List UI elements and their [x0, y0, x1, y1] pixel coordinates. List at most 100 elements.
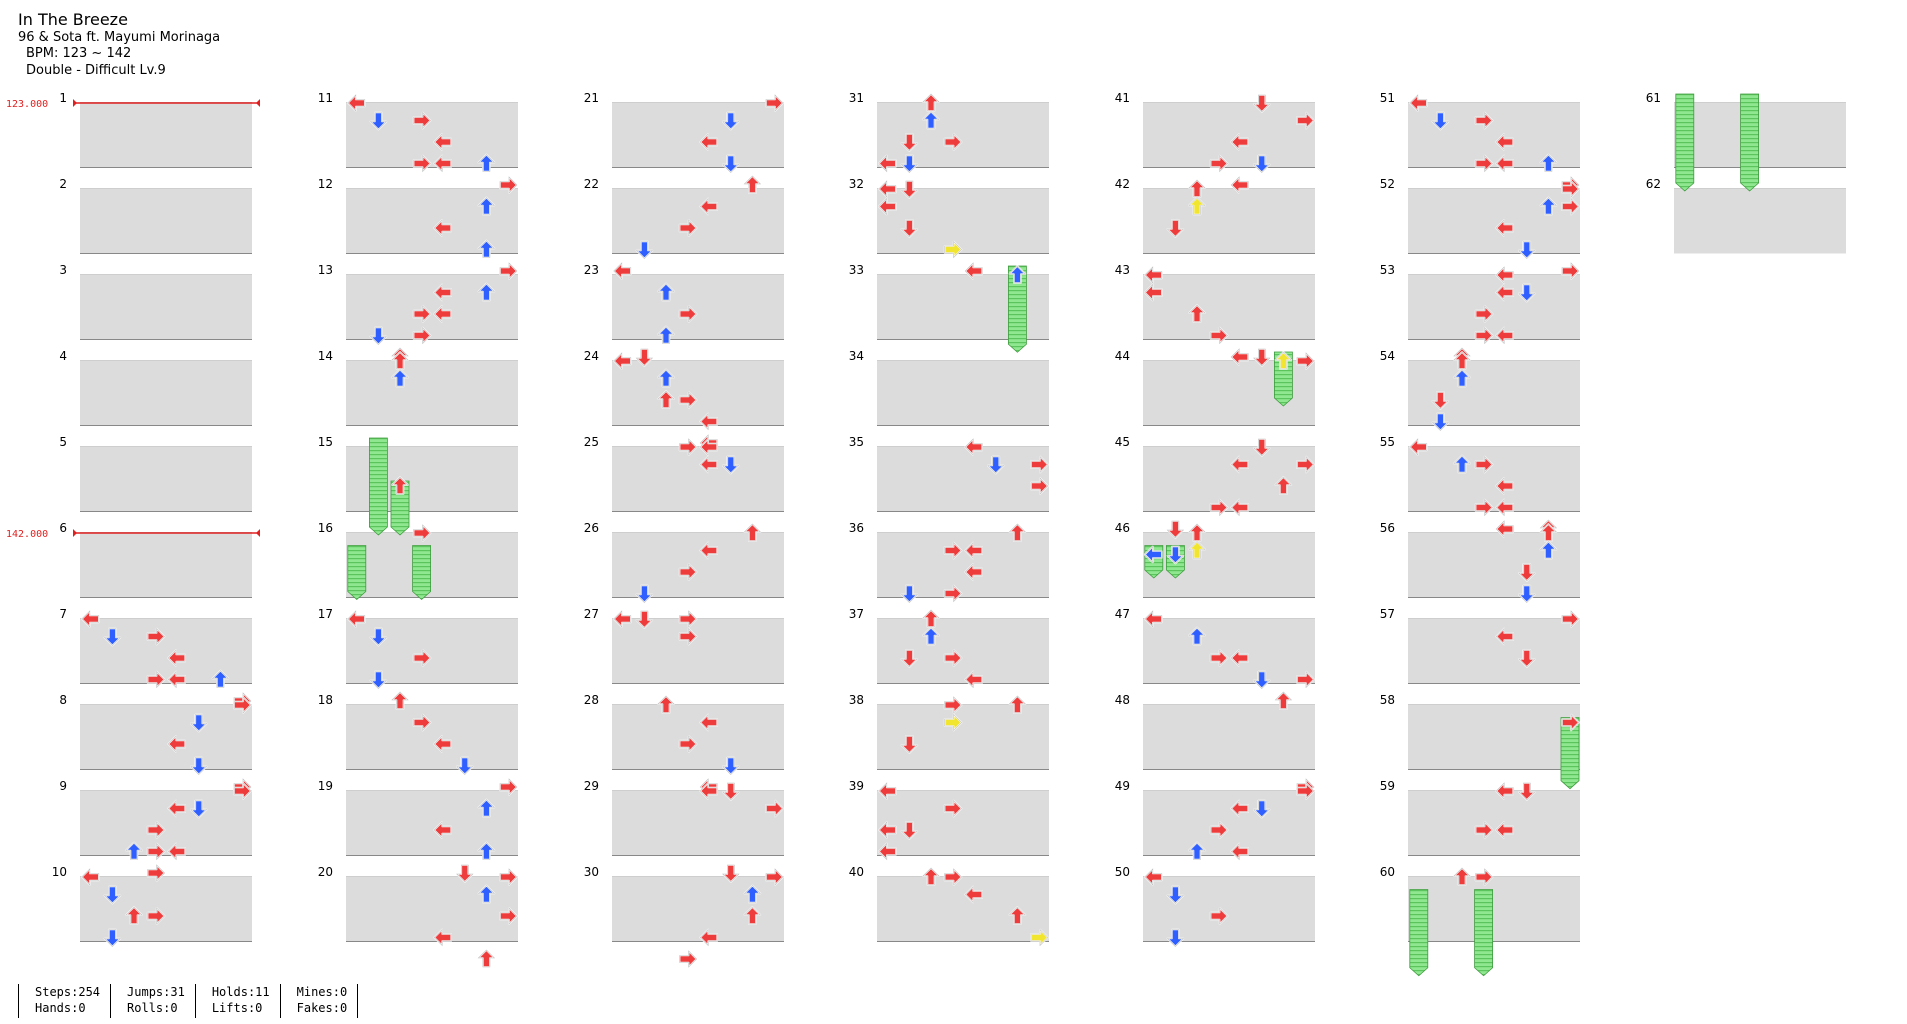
arrow-outline: [1453, 369, 1471, 387]
arrow-outline: [1495, 326, 1514, 345]
beat-band: [612, 124, 784, 146]
measure-number: 25: [584, 435, 599, 449]
arrow-body: [412, 713, 432, 732]
arrow-body: [146, 842, 166, 861]
beat-band: [1408, 575, 1580, 598]
arrow-outline: [944, 133, 963, 151]
beat-band: [1143, 317, 1315, 340]
arrow-body: [1144, 283, 1163, 302]
arrow-outline: [1030, 455, 1049, 474]
right-arrow-icon: [765, 94, 784, 112]
stat-group: Mines:0 Fakes:0: [279, 984, 359, 1018]
right-arrow-icon: [1296, 455, 1315, 474]
up-arrow-icon: [743, 175, 762, 194]
measure-number: 40: [849, 865, 864, 879]
beat-band: [877, 919, 1049, 942]
arrow-body: [346, 610, 366, 628]
arrow-body: [943, 541, 963, 560]
beat-band: [346, 661, 518, 684]
left-arrow-icon: [1495, 154, 1514, 173]
arrow-outline: [1253, 348, 1271, 367]
arrow-outline: [944, 696, 963, 714]
beat-band: [80, 919, 252, 942]
beat-band: [1143, 231, 1315, 254]
arrow-body: [167, 649, 186, 667]
arrow-outline: [167, 735, 186, 753]
right-arrow-icon: [1030, 477, 1049, 495]
beat-band: [346, 876, 518, 899]
down-arrow-icon: [900, 180, 919, 199]
arrow-body: [943, 696, 963, 714]
beat-band: [1408, 489, 1580, 512]
measure-number: 42: [1115, 177, 1130, 191]
arrow-outline: [413, 111, 432, 130]
arrow-outline: [1431, 391, 1450, 410]
up-arrow-icon: [391, 691, 409, 710]
arrow-outline: [1495, 627, 1514, 646]
arrow-body: [721, 756, 740, 776]
arrow-body: [1166, 885, 1185, 905]
beat-band: [346, 210, 518, 232]
beat-band: [1143, 296, 1315, 318]
measure-number: 55: [1380, 435, 1395, 449]
arrow-body: [1230, 498, 1249, 517]
arrow-body: [477, 153, 496, 173]
arrow-body: [721, 111, 740, 131]
right-arrow-icon: [678, 438, 698, 456]
arrow-outline: [413, 713, 432, 732]
beat-band: [80, 618, 252, 641]
arrow-outline: [147, 627, 166, 646]
arrow-outline: [1188, 197, 1206, 215]
left-arrow-icon: [1495, 520, 1514, 538]
arrow-body: [1296, 455, 1315, 474]
arrow-outline: [1495, 782, 1514, 800]
arrow-body: [1030, 928, 1049, 947]
arrow-outline: [477, 842, 496, 860]
beat-band: [80, 382, 252, 404]
arrow-outline: [944, 541, 963, 560]
up-arrow-icon: [477, 153, 496, 173]
left-arrow-icon: [1144, 266, 1163, 284]
arrow-body: [167, 670, 186, 689]
down-arrow-icon: [1518, 240, 1536, 260]
arrow-outline: [900, 133, 919, 152]
beat-band: [612, 296, 784, 318]
arrow-body: [103, 627, 122, 647]
left-arrow-icon: [699, 541, 719, 560]
left-arrow-icon: [1495, 219, 1514, 237]
right-arrow-icon: [678, 950, 698, 968]
arrow-outline: [1008, 695, 1027, 714]
arrow-outline: [699, 782, 718, 800]
arrow-outline: [391, 691, 409, 710]
beat-band: [346, 403, 518, 426]
arrow-body: [167, 842, 186, 861]
hold-body: [369, 437, 388, 536]
arrow-outline: [347, 94, 366, 112]
arrow-body: [877, 197, 897, 216]
up-arrow-icon: [391, 368, 409, 388]
arrow-outline: [743, 523, 762, 542]
right-arrow-icon: [943, 240, 963, 259]
beat-band: [80, 360, 252, 383]
arrow-body: [391, 691, 409, 710]
beat-band: [1143, 833, 1315, 856]
arrow-body: [499, 262, 518, 280]
arrow-outline: [964, 670, 983, 689]
beat-band: [612, 231, 784, 254]
left-arrow-icon: [167, 735, 186, 753]
left-arrow-icon: [433, 133, 453, 151]
arrow-body: [1518, 649, 1536, 668]
up-arrow-icon: [657, 368, 675, 388]
left-arrow-icon: [612, 610, 632, 628]
left-arrow-icon: [1495, 821, 1514, 839]
arrow-body: [678, 305, 698, 323]
arrow-body: [657, 695, 675, 714]
arrow-outline: [1296, 670, 1315, 689]
left-arrow-icon: [612, 352, 632, 370]
measure-number: 34: [849, 349, 864, 363]
arrow-body: [699, 197, 719, 216]
arrow-outline: [369, 112, 388, 130]
arrow-body: [477, 949, 496, 968]
arrow-body: [1274, 351, 1293, 370]
left-arrow-icon: [699, 412, 719, 431]
